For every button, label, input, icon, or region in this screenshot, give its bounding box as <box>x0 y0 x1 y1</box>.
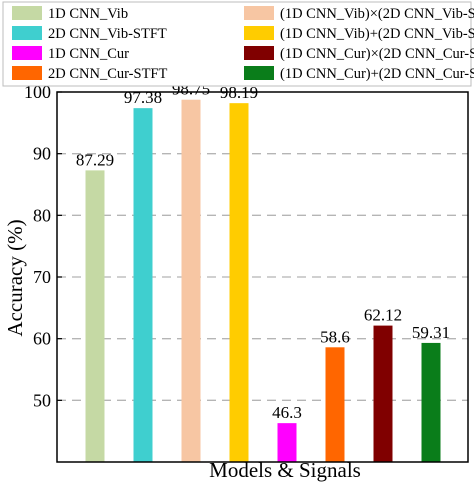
legend-swatch <box>244 46 274 60</box>
legend-swatch <box>12 66 42 80</box>
bar <box>181 99 201 462</box>
legend-entry: (1D CNN_Cur)×(2D CNN_Cur-STFT) <box>280 46 474 62</box>
legend-entry: 2D CNN_Vib-STFT <box>48 26 167 42</box>
y-axis-title: Accuracy (%) <box>3 219 27 336</box>
legend: 1D CNN_Vib 2D CNN_Vib-STFT (1D CNN_Vib)×(2… <box>2 1 474 87</box>
legend-swatch <box>244 26 274 40</box>
y-tick-label: 60 <box>33 329 51 349</box>
legend-swatch <box>244 6 274 20</box>
y-tick-label: 80 <box>33 205 51 225</box>
grid-lines <box>57 153 468 401</box>
y-tick-label: 100 <box>24 82 51 102</box>
bar-value-label: 97.38 <box>124 88 162 107</box>
y-tick-label: 90 <box>33 144 51 164</box>
bar-value-label: 46.3 <box>272 403 302 422</box>
legend-swatch <box>12 6 42 20</box>
bar <box>85 170 105 462</box>
legend-swatch <box>12 26 42 40</box>
legend-swatch <box>244 66 274 80</box>
bar-value-label: 59.31 <box>412 323 450 342</box>
legend-entry: (1D CNN_Vib)×(2D CNN_Vib-STFT) <box>280 6 474 22</box>
bar <box>133 108 153 462</box>
bar-value-label: 87.29 <box>76 150 114 169</box>
bar <box>373 325 393 462</box>
bar-value-label: 58.6 <box>320 327 350 346</box>
legend-entry: (1D CNN_Vib)+(2D CNN_Vib-STFT) <box>280 26 474 42</box>
y-tick-label: 50 <box>33 390 51 410</box>
legend-frame <box>2 1 472 87</box>
legend-entry: (1D CNN_Cur)+(2D CNN_Cur-STFT) <box>280 66 474 82</box>
y-tick-label: 70 <box>33 267 51 287</box>
y-axis-ticks: 50 60 70 80 90 100 <box>24 82 62 410</box>
legend-entry: 2D CNN_Cur-STFT <box>48 66 167 82</box>
x-axis-title: Models & Signals <box>209 458 361 482</box>
bar-value-label: 62.12 <box>364 306 402 325</box>
legend-entry: 1D CNN_Vib <box>48 6 128 22</box>
legend-swatch <box>12 46 42 60</box>
bar <box>277 423 297 462</box>
bar <box>325 347 345 462</box>
bar <box>421 342 441 462</box>
bar <box>229 103 249 462</box>
legend-entry: 1D CNN_Cur <box>48 46 129 62</box>
bars <box>85 99 441 462</box>
